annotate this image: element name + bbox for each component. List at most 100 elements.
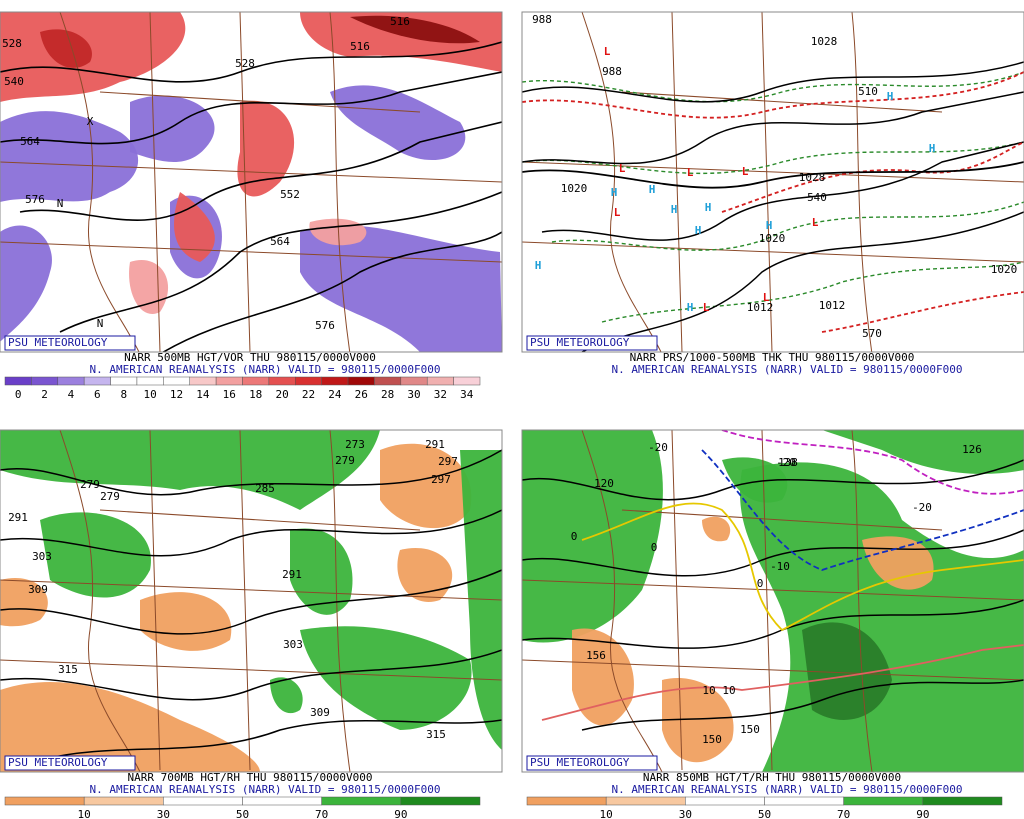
contour-label: 516	[390, 15, 410, 28]
contour-label: 988	[602, 65, 622, 78]
contour-label: X	[87, 115, 94, 128]
field-region	[40, 512, 151, 598]
colorbar-label: 70	[837, 808, 850, 819]
contour-label: 150	[702, 733, 722, 746]
colorbar-segment	[400, 376, 428, 386]
contour-label: 291	[425, 438, 445, 451]
map-subtitle: N. AMERICAN REANALYSIS (NARR) VALID = 98…	[90, 363, 441, 376]
pressure-center: H	[705, 201, 712, 214]
colorbar-segment	[136, 376, 164, 386]
colorbar-label: 50	[758, 808, 771, 819]
colorbar-label: 34	[460, 388, 474, 401]
contour	[522, 459, 1024, 501]
field-region	[0, 430, 380, 510]
border-line	[581, 12, 662, 352]
contour-label: 576	[315, 319, 335, 332]
colorbar-segment	[426, 376, 454, 386]
contour	[0, 509, 502, 557]
branding: PSU METEOROLOGY	[530, 756, 630, 769]
field-region	[140, 592, 232, 651]
colorbar-segment	[453, 376, 481, 386]
map-frame	[521, 11, 1024, 353]
border-line	[761, 12, 773, 352]
isobar	[581, 211, 1024, 352]
border-line	[59, 430, 141, 772]
contour	[522, 71, 1024, 103]
contour-label: 552	[280, 188, 300, 201]
field-region	[0, 225, 52, 342]
contour	[0, 71, 502, 145]
map-subtitle: N. AMERICAN REANALYSIS (NARR) VALID = 98…	[90, 783, 441, 796]
pressure-center: H	[649, 183, 656, 196]
map-title: NARR PRS/1000-500MB THK THU 980115/0000V…	[630, 351, 915, 364]
border-line	[329, 12, 351, 352]
contour-label: 279	[80, 478, 100, 491]
contour-label: -20	[648, 441, 668, 454]
map-frame	[0, 429, 503, 773]
colorbar-segment	[764, 796, 844, 806]
contour-label: 315	[426, 728, 446, 741]
field-region	[802, 622, 892, 720]
border-line	[621, 91, 943, 113]
contour-label: 10	[702, 684, 715, 697]
colorbar-segment	[295, 376, 322, 386]
contour	[551, 201, 1024, 251]
colorbar-segment	[685, 796, 765, 806]
contour-label: 1012	[819, 299, 846, 312]
map-frame	[521, 429, 1024, 773]
colorbar-segment	[321, 796, 402, 806]
border-line	[0, 659, 502, 681]
border-line	[522, 241, 1024, 263]
field-region	[350, 15, 480, 44]
contour-label: N	[97, 317, 104, 330]
map-background	[522, 12, 1024, 352]
pressure-center: H	[611, 186, 618, 199]
contour-label: 1020	[759, 232, 786, 245]
contour-label: 564	[270, 235, 290, 248]
colorbar-segment	[526, 796, 607, 806]
field-region	[397, 548, 453, 602]
pressure-center: H	[929, 142, 936, 155]
colorbar-label: 4	[68, 388, 75, 401]
contour-label: 1020	[561, 182, 588, 195]
pressure-center: H	[766, 219, 773, 232]
border-line	[99, 509, 421, 531]
colorbar-segment	[83, 796, 164, 806]
border-line	[851, 12, 873, 352]
border-line	[99, 91, 421, 113]
colorbar-segment	[215, 376, 243, 386]
colorbar-label: 20	[275, 388, 288, 401]
panel: 2732792792852912972792913033093152973033…	[0, 429, 503, 819]
contour	[522, 161, 1024, 189]
border-line	[0, 241, 502, 263]
border-line	[0, 161, 502, 183]
field-region	[130, 95, 215, 162]
border-line	[149, 430, 161, 771]
contour-label: 297	[438, 455, 458, 468]
contour	[601, 261, 1024, 323]
colorbar-label: 16	[223, 388, 236, 401]
field-region	[822, 430, 1024, 474]
contour-label: 303	[32, 550, 52, 563]
border-line	[329, 430, 351, 772]
pressure-center: L	[703, 301, 710, 314]
border-line	[851, 430, 873, 772]
contour	[821, 291, 1024, 333]
pressure-center: H	[887, 90, 894, 103]
border-line	[671, 12, 683, 352]
contour-label: 279	[335, 454, 355, 467]
contour	[0, 649, 502, 701]
contour-label: 285	[255, 482, 275, 495]
branding-box	[4, 335, 136, 351]
field-region	[300, 12, 502, 72]
field-region	[0, 111, 139, 202]
colorbar-label: 30	[157, 808, 170, 819]
pressure-center: H	[695, 224, 702, 237]
colorbar-segment	[110, 376, 138, 386]
contour-label: -20	[776, 456, 796, 469]
colorbar-segment	[347, 376, 375, 386]
pressure-center: H	[671, 203, 678, 216]
colorbar-segment	[163, 796, 243, 806]
colorbar-label: 0	[15, 388, 22, 401]
contour	[721, 430, 1024, 495]
